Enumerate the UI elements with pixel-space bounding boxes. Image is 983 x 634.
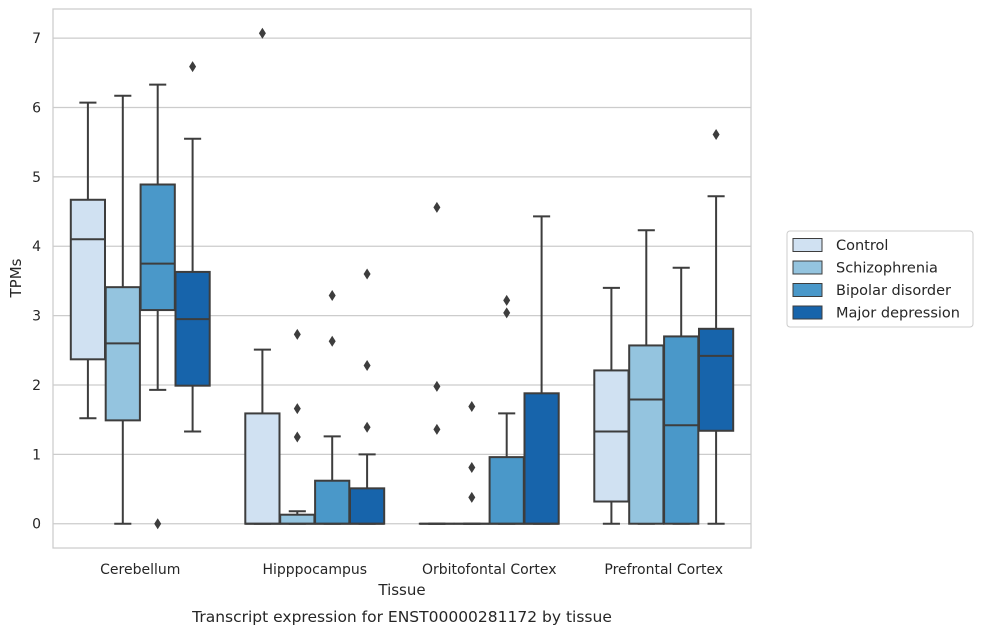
box-iqr [663, 335, 700, 525]
outlier-point [503, 294, 511, 306]
y-tick-label: 6 [32, 101, 41, 117]
box-schizophrenia [279, 328, 316, 525]
box-iqr [279, 513, 316, 525]
outlier-point [468, 462, 476, 474]
box-iqr [488, 456, 525, 525]
outlier-point [293, 431, 301, 443]
legend-swatch [792, 260, 823, 275]
box-iqr [139, 183, 176, 312]
y-axis-title: TPMs [7, 258, 25, 298]
outlier-point [468, 491, 476, 503]
y-tick-label: 2 [32, 378, 41, 394]
outlier-point [328, 289, 336, 301]
y-tick-label: 4 [32, 239, 41, 255]
box-iqr [314, 479, 351, 525]
x-tick-label: Prefrontal Cortex [604, 562, 723, 578]
box-iqr [348, 487, 386, 525]
box-control [244, 27, 281, 525]
x-tick-label: Orbitofontal Cortex [422, 562, 557, 578]
legend-label: Control [836, 238, 888, 254]
y-tick-label: 3 [32, 309, 41, 325]
box-major-depression [697, 129, 735, 525]
outlier-point [258, 27, 266, 39]
box-major-depression [348, 268, 386, 525]
y-tick-label: 7 [32, 31, 41, 47]
outlier-point [293, 328, 301, 340]
box-iqr [69, 198, 107, 361]
outlier-point [433, 423, 441, 435]
box-iqr [697, 327, 735, 432]
legend-label: Schizophrenia [836, 261, 938, 277]
legend-swatch [792, 305, 823, 320]
legend-frame [786, 230, 974, 328]
outlier-point [712, 129, 720, 141]
x-tick-labels: Cerebellum Hipppocampus Orbitofontal Corte… [100, 562, 723, 578]
box-control [69, 101, 107, 420]
outlier-point [154, 518, 162, 530]
box-bipolar-disorder [488, 294, 525, 525]
outlier-point [363, 421, 371, 433]
legend-label: Bipolar disorder [836, 283, 951, 299]
outlier-point [468, 400, 476, 412]
box-iqr [593, 369, 630, 503]
chart-caption: Transcript expression for ENST0000028117… [191, 608, 612, 626]
box-schizophrenia [104, 94, 141, 525]
box-schizophrenia [453, 400, 490, 525]
box-major-depression [523, 215, 560, 525]
x-tick-label: Cerebellum [100, 562, 180, 578]
y-tick-label: 5 [32, 170, 41, 186]
box-control [418, 201, 456, 525]
x-tick-label: Hipppocampus [262, 562, 367, 578]
box-schizophrenia [628, 229, 665, 525]
legend-swatch [792, 283, 823, 297]
legend: Control Schizophrenia Bipolar disorder Majo… [786, 230, 974, 328]
box-iqr [244, 412, 281, 525]
box-bipolar-disorder [314, 289, 351, 525]
x-axis-title: Tissue [377, 581, 425, 599]
box-bipolar-disorder [139, 83, 176, 530]
box-control [593, 286, 630, 525]
legend-items: Control Schizophrenia Bipolar disorder Majo… [792, 238, 960, 322]
outlier-point [293, 403, 301, 415]
plot-area-frame [52, 8, 752, 549]
outlier-point [363, 360, 371, 372]
box-bipolar-disorder [663, 266, 700, 525]
y-tick-label: 1 [32, 447, 41, 463]
y-tick-label: 0 [32, 517, 41, 533]
outlier-point [328, 335, 336, 347]
box-iqr [104, 286, 141, 422]
box-iqr [628, 344, 665, 525]
y-tick-labels: 0 1 2 3 4 5 6 7 [32, 31, 41, 533]
outlier-point [433, 201, 441, 213]
box-iqr [523, 392, 560, 525]
outlier-point [189, 61, 197, 73]
legend-swatch [792, 238, 823, 252]
outlier-point [503, 307, 511, 319]
box-series [69, 27, 735, 530]
legend-label: Major depression [836, 306, 960, 322]
outlier-point [433, 380, 441, 392]
box-major-depression [174, 61, 211, 433]
box-iqr [174, 270, 211, 387]
outlier-point [363, 268, 371, 280]
